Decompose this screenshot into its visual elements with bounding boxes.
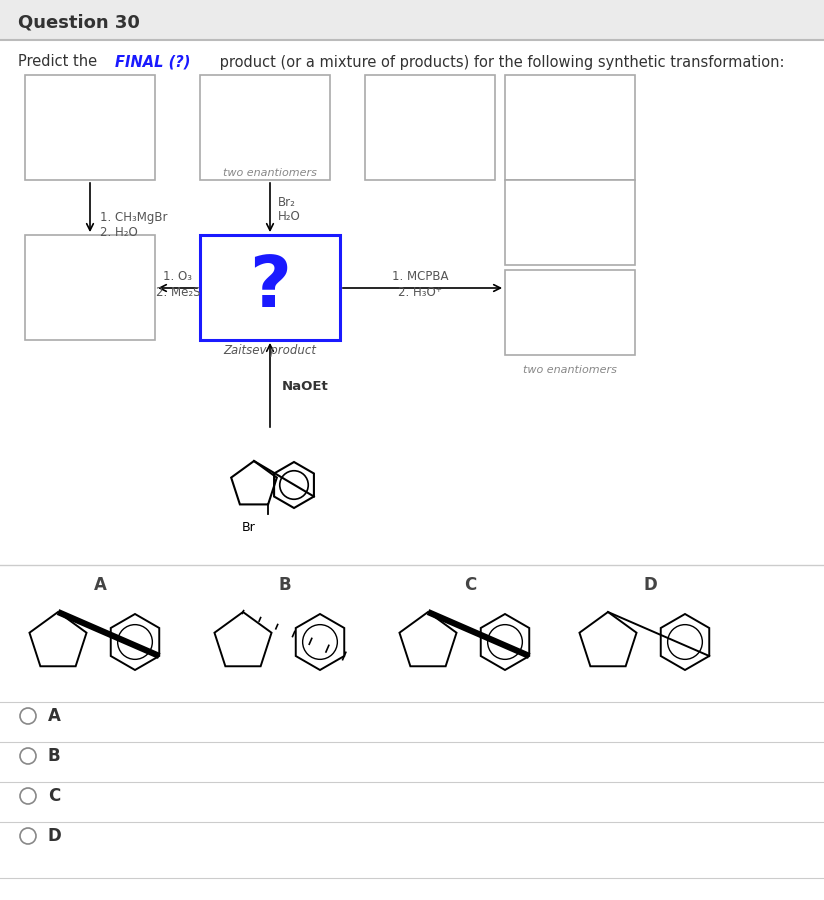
- Bar: [25, 75, 155, 180]
- Text: FINAL (?): FINAL (?): [115, 55, 190, 69]
- Bar: [365, 75, 495, 180]
- Text: ?: ?: [249, 253, 291, 322]
- Bar: [505, 75, 635, 180]
- Text: 2. H₃O⁺: 2. H₃O⁺: [398, 285, 442, 299]
- Bar: [505, 180, 635, 265]
- Text: C: C: [464, 576, 476, 594]
- Text: Zaitsev product: Zaitsev product: [223, 344, 316, 357]
- Bar: [200, 75, 330, 180]
- Text: H₂O: H₂O: [278, 210, 301, 222]
- Text: 1. CH₃MgBr: 1. CH₃MgBr: [100, 212, 167, 224]
- Text: Br₂: Br₂: [278, 195, 296, 209]
- Bar: [25, 235, 155, 340]
- Text: A: A: [94, 576, 106, 594]
- Text: NaOEt: NaOEt: [282, 381, 329, 393]
- Text: two enantiomers: two enantiomers: [223, 168, 317, 178]
- Text: Predict the: Predict the: [18, 55, 101, 69]
- Text: 2. Me₂S: 2. Me₂S: [156, 285, 200, 299]
- Text: Question 30: Question 30: [18, 13, 140, 31]
- Text: B: B: [48, 747, 61, 765]
- Text: C: C: [48, 787, 60, 805]
- Text: 1. MCPBA: 1. MCPBA: [391, 271, 448, 284]
- Text: A: A: [48, 707, 61, 725]
- Text: product (or a mixture of products) for the following synthetic transformation:: product (or a mixture of products) for t…: [215, 55, 784, 69]
- Text: Br: Br: [242, 521, 256, 534]
- Text: B: B: [279, 576, 292, 594]
- Text: two enantiomers: two enantiomers: [523, 365, 617, 375]
- Bar: [200, 235, 340, 340]
- Text: 2. H₂O: 2. H₂O: [100, 226, 138, 239]
- Text: D: D: [643, 576, 657, 594]
- Bar: [505, 270, 635, 355]
- Text: D: D: [48, 827, 62, 845]
- Bar: [0, 0, 824, 40]
- Text: 1. O₃: 1. O₃: [163, 271, 193, 284]
